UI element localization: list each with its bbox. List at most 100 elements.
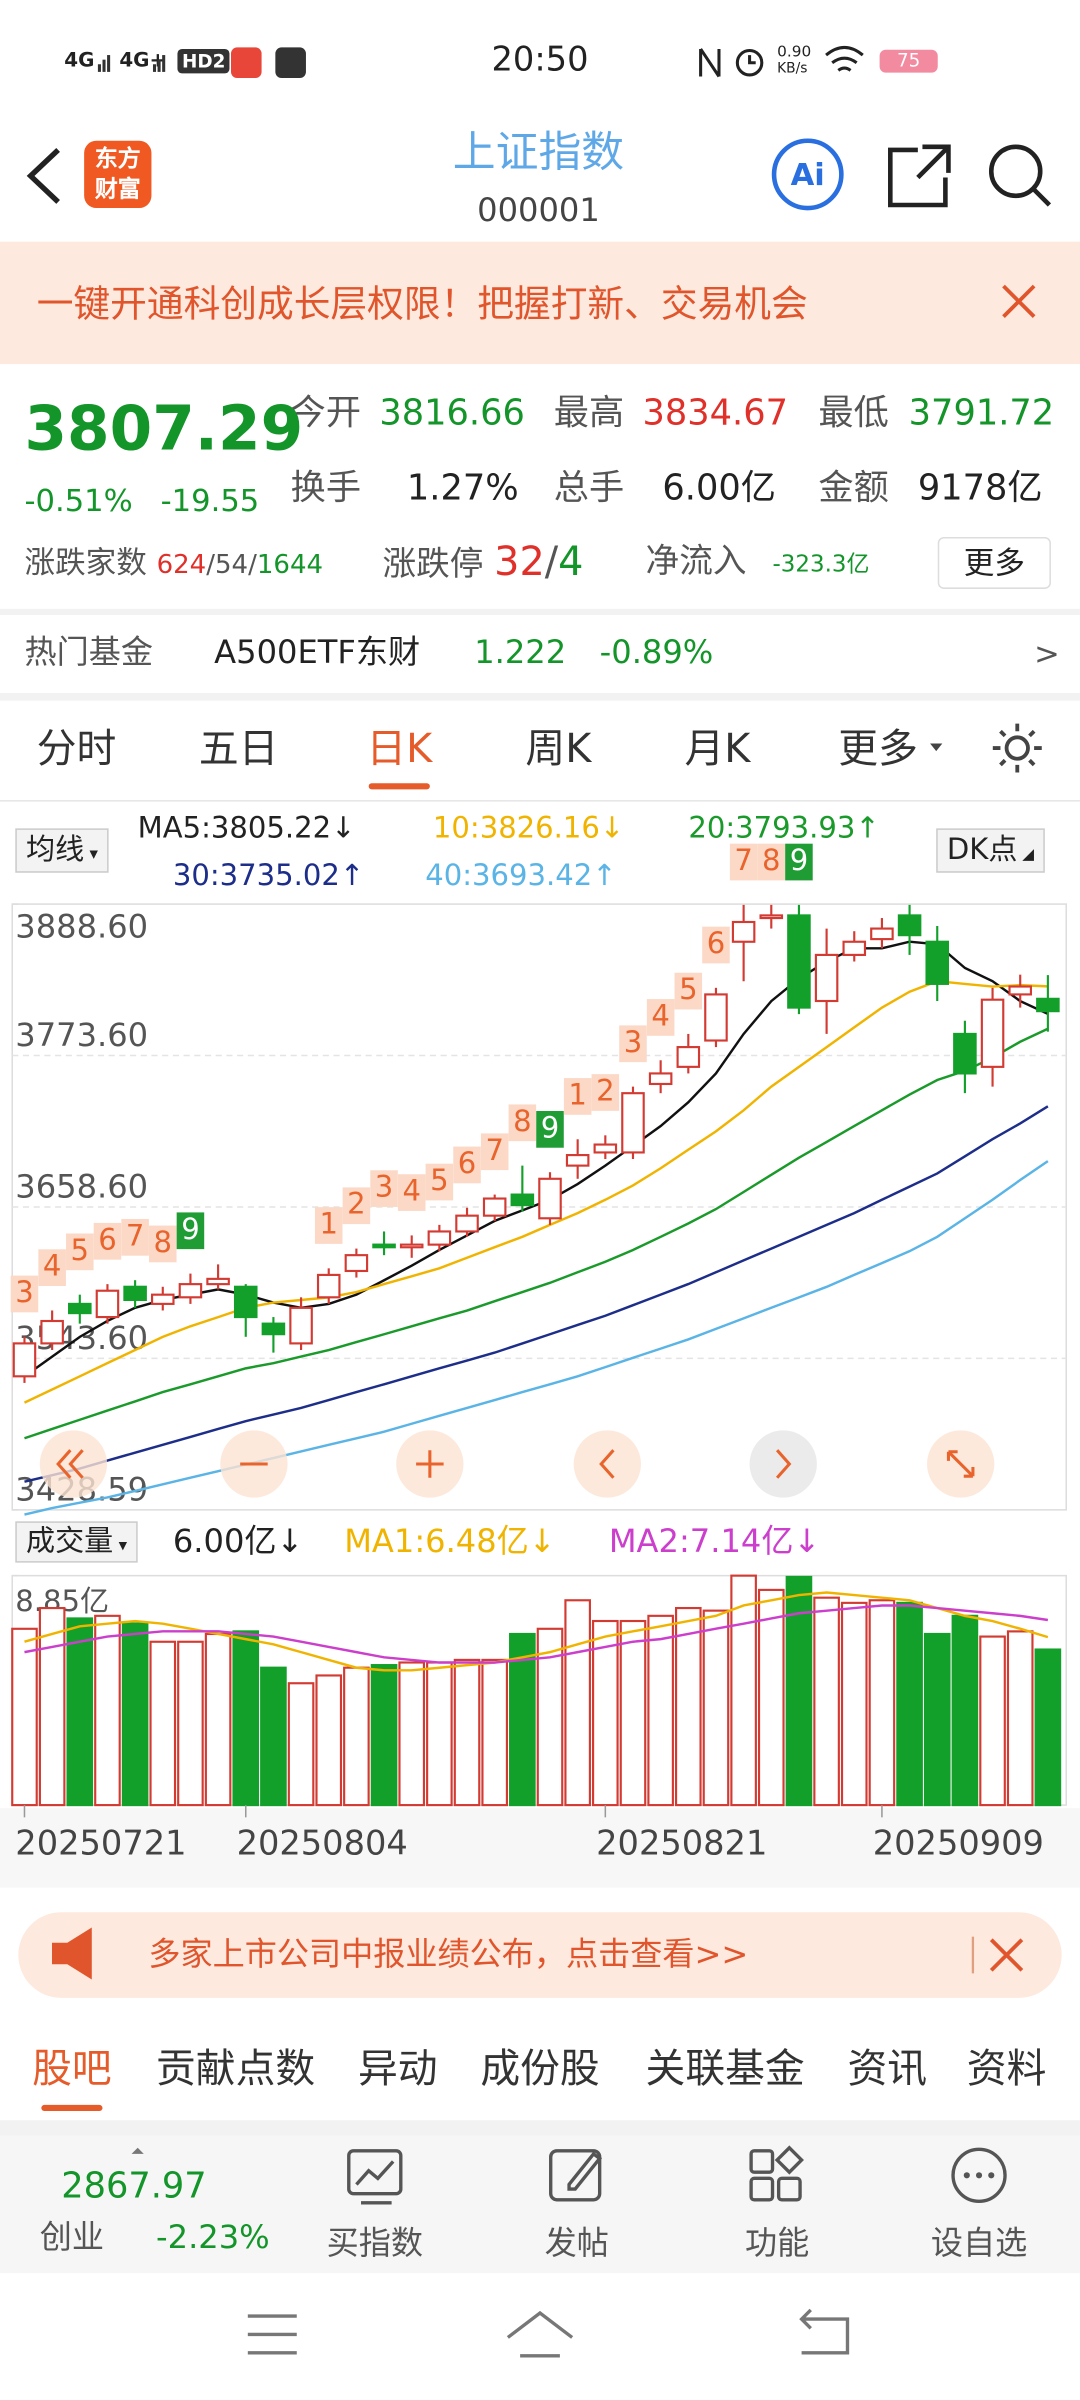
td-label: 8 [154,1225,172,1259]
ai-button[interactable]: Ai [790,156,825,193]
tab[interactable]: 分时 [36,726,117,773]
tab[interactable]: 周K [525,726,592,773]
candle-body [621,1092,645,1154]
rise: 624 [156,549,207,581]
notice-text[interactable]: 多家上市公司中报业绩公布，点击查看>> [148,1935,749,1973]
x-tick-label: 20250804 [237,1823,408,1862]
ma-dropdown[interactable]: 均线 ▾ [15,828,109,873]
candle-body [68,1302,92,1315]
ai-icon[interactable] [771,138,844,211]
divider [0,2120,1080,2136]
close-icon[interactable] [1002,284,1036,319]
share-icon[interactable] [888,144,951,208]
td-label: 8 [762,843,780,877]
banner[interactable] [0,241,1080,365]
bottom-bar [0,2135,1080,2274]
td-label: 2 [347,1187,365,1221]
td-badge [397,1174,426,1211]
candle-body [455,1214,479,1233]
action-label[interactable]: 功能 [744,2225,810,2262]
section-tab[interactable]: 异动 [357,2046,438,2093]
ma-line [24,1160,1049,1516]
candle-body [842,940,867,956]
time: 20:50 [491,41,589,80]
speed: 0.90 [777,44,812,62]
tab[interactable]: 月K [684,726,751,773]
tab[interactable]: 更多 [838,726,918,773]
settings-icon[interactable] [992,723,1042,773]
volume-bar [426,1661,453,1807]
td-badge [674,972,703,1010]
y-tick-label: 3888.60 [15,908,148,946]
td-badge [480,1133,509,1171]
td-label: 7 [126,1218,144,1252]
volume-dropdown[interactable]: 成交量 ▾ [15,1521,138,1563]
section-tab[interactable]: 股吧 [32,2046,112,2093]
tab[interactable]: 五日 [198,726,279,773]
action-icons[interactable] [347,2145,1007,2205]
dk-button[interactable]: DK点 ◢ [936,828,1045,873]
candle-body [427,1230,452,1246]
candle-body [344,1254,369,1273]
volume-bar [398,1661,426,1807]
fund-name[interactable]: A500ETF东财 [214,634,421,671]
td-label: 7 [485,1133,503,1167]
candle-body [704,993,728,1042]
more-button[interactable]: 更多 [937,536,1051,589]
candle-body [123,1285,147,1302]
change-pct: -0.51% [24,481,133,519]
dots [963,2172,995,2179]
candle-body [897,914,922,937]
section-tab[interactable]: 资料 [966,2046,1047,2093]
banner-text[interactable]: 一键开通科创成长层权限！把握打新、交易机会 [36,283,808,326]
td-badge [702,926,730,964]
action-label[interactable]: 买指数 [326,2225,423,2262]
section-tab[interactable]: 成份股 [480,2046,600,2093]
btn-first[interactable] [39,1430,108,1498]
action-label[interactable]: 设自选 [930,2225,1028,2262]
btn-prev[interactable] [573,1430,641,1498]
volume-current: 6.00亿↓ [172,1522,304,1560]
stat-value: 3816.66 [379,393,525,434]
ma-item: MA5:3805.22↓ [137,811,356,846]
volume-bar [1006,1630,1034,1807]
td-badge [121,1218,149,1256]
close-icon[interactable] [989,1938,1024,1972]
candle-body [150,1293,175,1305]
candle-body [261,1322,286,1336]
logo[interactable] [84,140,152,209]
volume-bar [813,1596,840,1807]
nav-icons[interactable] [247,2308,850,2358]
stat-value: 6.00亿 [662,468,776,509]
td-badge [38,1249,66,1286]
section-tab[interactable]: 贡献点数 [156,2046,316,2093]
td-label: 3 [15,1275,33,1309]
ma-line [24,1027,1049,1440]
fund-label: 热门基金 [24,634,153,671]
stat-label: 最低 [818,393,889,434]
section-tab[interactable]: 资讯 [847,2046,928,2093]
back-icon[interactable] [26,147,60,204]
td-badge [370,1170,398,1207]
volume-bar [619,1619,647,1807]
search-icon[interactable] [988,144,1052,207]
volume-bar [149,1640,177,1807]
td-label: 3 [375,1170,393,1204]
x-tick-label: 20250909 [873,1823,1044,1862]
volume-bar [343,1666,370,1807]
title: 上证指数 [452,126,625,178]
td-badge [10,1275,39,1313]
updown-label: 涨跌家数 624/54/1644 [24,547,323,579]
btn-next[interactable] [749,1430,817,1498]
tab[interactable]: 日K [366,726,433,773]
fund-arrow[interactable]: > [1034,634,1060,672]
candle-body [814,953,839,1003]
section-tab[interactable]: 关联基金 [645,2046,805,2093]
stat-label: 总手 [553,468,625,509]
td-label: 6 [707,926,725,960]
notice[interactable] [18,1912,1062,1998]
stat-label: 换手 [290,468,362,509]
action-label[interactable]: 发帖 [544,2225,609,2262]
td-label: 3 [624,1025,642,1059]
candle-body [399,1243,424,1249]
